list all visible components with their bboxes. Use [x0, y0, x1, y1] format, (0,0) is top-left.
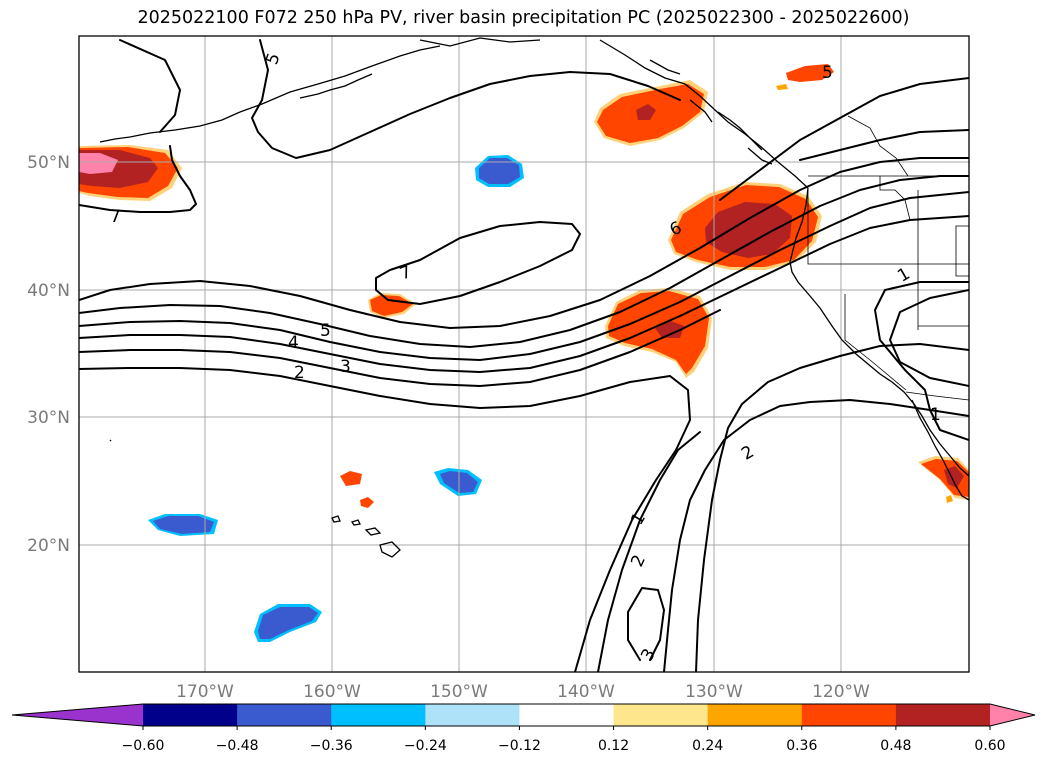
longitude-labels: 170°W 160°W 150°W 140°W 130°W 120°W [176, 682, 870, 702]
colorbar-tick-label: −0.60 [122, 738, 165, 754]
colorbar-segment [331, 704, 426, 726]
pv-contours [79, 39, 969, 672]
contour-label: 7 [110, 207, 121, 227]
map-frame [78, 35, 970, 673]
contour-label: 5 [320, 321, 331, 341]
colorbar-segment [707, 704, 803, 726]
colorbar-tick-label: −0.36 [310, 738, 353, 754]
colorbar-segment [613, 704, 709, 726]
graticule [79, 36, 969, 672]
colorbar-tick-label: −0.48 [216, 738, 259, 754]
contour-label: 5 [822, 63, 833, 83]
coastlines [99, 37, 969, 558]
latitude-labels: 50°N 40°N 30°N 20°N [27, 153, 70, 556]
contour-label: 2 [294, 363, 305, 383]
contour-label: 1 [930, 405, 941, 425]
lon-tick-label: 160°W [303, 682, 361, 702]
colorbar-tick-label: 0.36 [786, 738, 817, 754]
lon-tick-label: 130°W [685, 682, 743, 702]
lon-tick-label: 170°W [176, 682, 234, 702]
colorbar-tick-label: 0.24 [692, 738, 723, 754]
colorbar-tick-label: 0.60 [974, 738, 1005, 754]
colorbar-segment [895, 704, 991, 726]
lon-tick-label: 150°W [430, 682, 488, 702]
lat-tick-label: 50°N [27, 153, 70, 173]
map-title: 2025022100 F072 250 hPa PV, river basin … [137, 8, 910, 28]
colorbar-tick-label: −0.12 [498, 738, 541, 754]
political-borders [807, 115, 969, 401]
colorbar-tick-label: 0.12 [598, 738, 629, 754]
colorbar-segment [425, 704, 520, 726]
lon-tick-label: 140°W [557, 682, 615, 702]
colorbar-tick-label: −0.24 [404, 738, 447, 754]
contour-label: 4 [288, 333, 299, 353]
colorbar-tick-label: 0.48 [880, 738, 911, 754]
contour-label: 3 [340, 357, 351, 377]
colorbar-extend-high [990, 704, 1035, 726]
colorbar: −0.60 −0.48 −0.36 −0.24 −0.12 0.12 0.24 0.36 0.4… [11, 703, 1036, 754]
colorbar-segment [519, 704, 615, 726]
colorbar-segment [143, 704, 238, 726]
lat-tick-label: 30°N [27, 408, 70, 428]
lat-tick-label: 40°N [27, 281, 70, 301]
colorbar-segment [801, 704, 897, 726]
colorbar-extend-low [12, 704, 143, 726]
lon-tick-label: 120°W [812, 682, 870, 702]
lat-tick-label: 20°N [27, 536, 70, 556]
colorbar-segment [237, 704, 332, 726]
